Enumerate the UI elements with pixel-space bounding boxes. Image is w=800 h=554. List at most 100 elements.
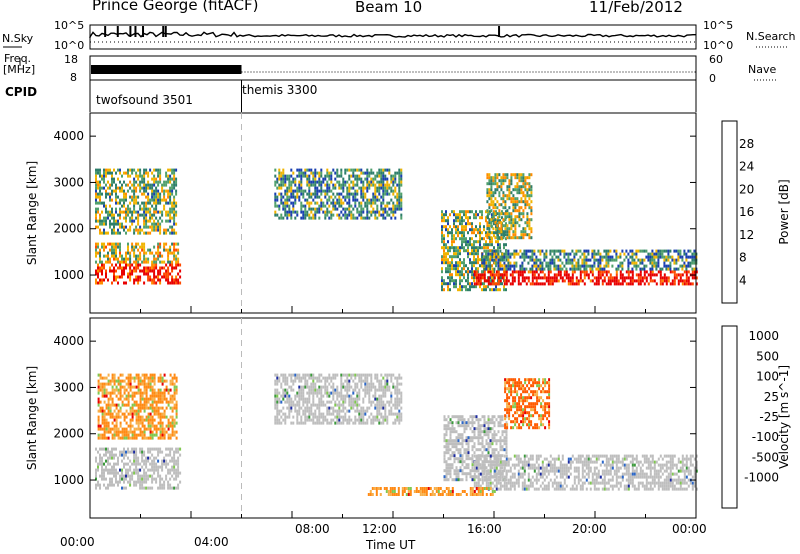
- power-cell: [380, 201, 383, 205]
- power-cell: [115, 183, 117, 187]
- velocity-cell: [352, 421, 355, 425]
- velocity-cell: [171, 394, 174, 398]
- power-cell: [451, 240, 453, 244]
- velocity-cell: [121, 471, 123, 475]
- power-cell: [689, 282, 692, 286]
- power-cell: [149, 207, 152, 211]
- power-cell: [165, 198, 168, 202]
- power-cell: [346, 186, 349, 190]
- power-cell: [515, 252, 518, 256]
- power-cell: [506, 209, 509, 213]
- power-cell: [171, 278, 174, 282]
- power-cell: [109, 269, 111, 273]
- power-cell: [479, 222, 481, 226]
- velocity-cell: [137, 471, 140, 475]
- power-cell: [139, 228, 142, 232]
- power-cell: [541, 270, 544, 274]
- power-cell: [527, 276, 530, 280]
- power-cell: [659, 255, 662, 259]
- power-cell: [372, 201, 375, 205]
- power-cell: [113, 245, 115, 249]
- power-cell: [376, 195, 379, 199]
- power-cell: [284, 210, 287, 214]
- power-cell: [647, 282, 650, 286]
- velocity-cell: [129, 388, 132, 392]
- power-cell: [481, 261, 484, 265]
- power-cell: [516, 197, 519, 201]
- power-cell: [451, 255, 453, 259]
- velocity-cell: [298, 385, 301, 389]
- velocity-cell: [145, 400, 148, 404]
- velocity-cell: [169, 397, 172, 401]
- power-cell: [471, 270, 473, 274]
- power-cell: [302, 210, 305, 214]
- power-cell: [526, 212, 529, 216]
- power-cell: [133, 228, 136, 232]
- velocity-cell: [310, 382, 313, 386]
- velocity-cell: [169, 394, 172, 398]
- velocity-cell: [368, 382, 371, 386]
- velocity-cell: [378, 406, 381, 410]
- velocity-cell: [165, 379, 168, 383]
- velocity-cell: [141, 379, 144, 383]
- velocity-cell: [312, 391, 315, 395]
- power-cell: [463, 234, 465, 238]
- power-cell: [663, 276, 666, 280]
- power-cell: [673, 276, 676, 280]
- power-cell: [609, 279, 612, 283]
- velocity-cell: [326, 421, 329, 425]
- velocity-cell: [135, 483, 138, 487]
- velocity-cell: [318, 379, 321, 383]
- power-cell: [103, 248, 105, 252]
- power-cell: [447, 285, 449, 289]
- power-cell: [649, 273, 652, 277]
- power-cell: [350, 213, 353, 217]
- velocity-cell: [107, 430, 110, 434]
- velocity-cell: [372, 382, 375, 386]
- power-cell: [695, 282, 698, 286]
- power-cell: [619, 276, 622, 280]
- velocity-cell: [163, 388, 166, 392]
- power-cell: [587, 273, 590, 277]
- power-cell: [627, 261, 630, 265]
- velocity-cell: [388, 373, 391, 377]
- power-cell: [597, 261, 600, 265]
- power-cell: [171, 216, 174, 220]
- power-cell: [161, 198, 164, 202]
- velocity-cell: [135, 456, 138, 460]
- power-cell: [382, 207, 385, 211]
- power-cell: [528, 233, 531, 237]
- velocity-cell: [358, 373, 361, 377]
- power-cell: [320, 174, 323, 178]
- power-cell: [445, 243, 447, 247]
- power-cell: [101, 174, 103, 178]
- velocity-cell: [105, 450, 107, 454]
- velocity-cell: [316, 376, 319, 380]
- power-cell: [491, 216, 493, 220]
- power-cell: [163, 195, 166, 199]
- velocity-cell: [153, 373, 156, 377]
- velocity-cell: [382, 391, 385, 395]
- power-cell: [506, 173, 509, 177]
- power-cell: [171, 228, 174, 232]
- velocity-cell: [129, 394, 132, 398]
- power-cell: [173, 251, 176, 255]
- power-cell: [135, 186, 138, 190]
- power-cell: [520, 188, 523, 192]
- velocity-cell: [318, 412, 321, 416]
- velocity-cell: [298, 376, 301, 380]
- power-cell: [465, 216, 467, 220]
- power-cell: [531, 279, 534, 283]
- velocity-cell: [300, 394, 303, 398]
- power-cell: [507, 258, 510, 262]
- velocity-cell: [153, 477, 156, 481]
- velocity-cell: [380, 406, 383, 410]
- power-cell: [278, 216, 281, 220]
- velocity-cell: [336, 394, 339, 398]
- velocity-cell: [376, 376, 379, 380]
- velocity-cell: [314, 403, 317, 407]
- power-cell: [615, 279, 618, 283]
- power-cell: [508, 206, 511, 210]
- velocity-cell: [101, 406, 104, 410]
- power-cell: [378, 174, 381, 178]
